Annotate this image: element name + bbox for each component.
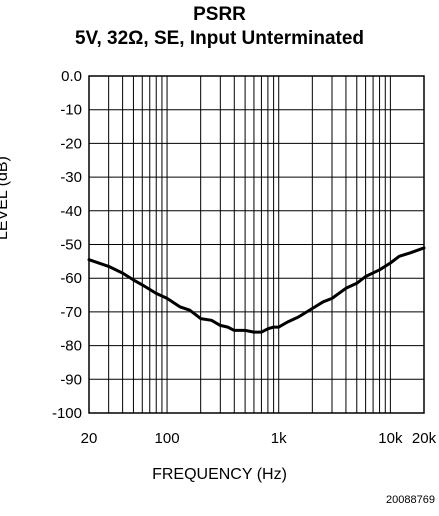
y-tick-label: -90	[60, 371, 82, 388]
y-tick-label: -80	[60, 338, 82, 355]
x-tick-label: 20k	[412, 430, 437, 447]
x-tick-label: 20	[81, 430, 98, 447]
y-tick-label: -60	[60, 270, 82, 287]
x-axis-label: FREQUENCY (Hz)	[152, 466, 287, 483]
y-tick-label: -10	[60, 102, 82, 119]
chart-title: PSRR	[193, 4, 246, 25]
y-tick-label: -50	[60, 237, 82, 254]
y-tick-label: -40	[60, 203, 82, 220]
y-tick-label: -100	[52, 405, 82, 422]
plot-frame	[88, 75, 425, 414]
chart-subtitle: 5V, 32Ω, SE, Input Unterminated	[74, 28, 365, 49]
figure-id: 20088769	[386, 494, 435, 506]
psrr-curve	[87, 246, 426, 334]
y-tick-label: -30	[60, 169, 82, 186]
x-tick-label: 100	[155, 430, 180, 447]
y-tick-label: -20	[60, 135, 82, 152]
y-tick-label: 0.0	[61, 68, 82, 85]
y-tick-label: -70	[60, 304, 82, 321]
x-tick-label: 1k	[271, 430, 287, 447]
x-tick-label: 10k	[378, 430, 403, 447]
